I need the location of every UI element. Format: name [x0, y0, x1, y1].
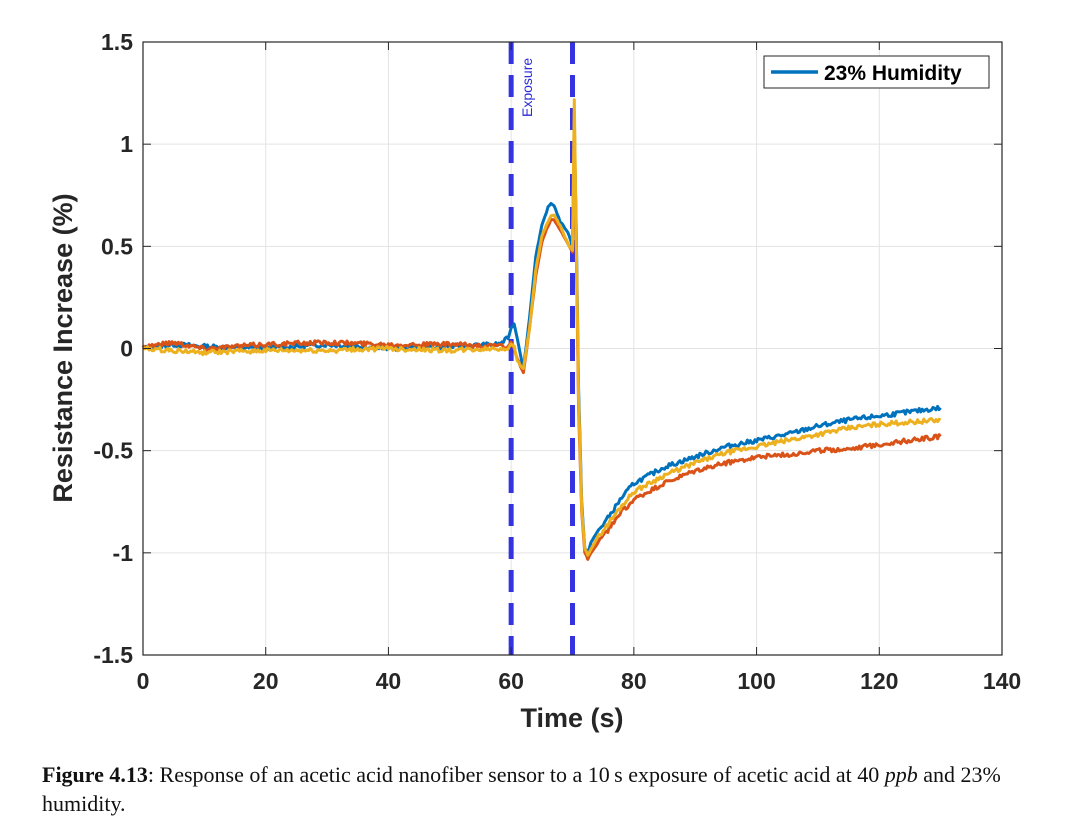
x-tick-label: 60: [498, 668, 524, 694]
series-layer: [141, 98, 942, 561]
y-axis-label: Resistance Increase (%): [48, 193, 78, 502]
x-axis-label: Time (s): [520, 703, 623, 733]
y-tick-label: 1: [120, 131, 133, 157]
caption-label: Figure 4.13: [42, 762, 148, 787]
x-tick-label: 20: [253, 668, 279, 694]
legend: 23% Humidity: [763, 55, 990, 89]
y-tick-label: -1: [113, 540, 134, 566]
legend-entry: 23% Humidity: [824, 62, 962, 85]
axis-ticks: 0 20 40 60 80 100 120 140 -1.5 -1 -0.5 0 0.5 1 1.5: [93, 29, 1021, 694]
x-tick-label: 100: [737, 668, 775, 694]
y-tick-label: 0: [120, 336, 133, 362]
caption-italic: ppb: [884, 762, 918, 787]
y-tick-label: 1.5: [101, 29, 133, 55]
x-tick-label: 140: [983, 668, 1021, 694]
x-tick-label: 0: [137, 668, 150, 694]
y-tick-label: -0.5: [93, 438, 133, 464]
x-tick-label: 80: [621, 668, 647, 694]
y-tick-label: 0.5: [101, 233, 133, 259]
x-tick-label: 120: [860, 668, 898, 694]
exposure-annotation: Exposure: [519, 58, 535, 117]
y-tick-label: -1.5: [93, 642, 133, 668]
figure-caption: Figure 4.13: Response of an acetic acid …: [42, 760, 1062, 818]
x-tick-label: 40: [376, 668, 402, 694]
series-line: [141, 98, 942, 557]
caption-text-end: and 23% humidity.: [42, 762, 1001, 816]
caption-text: : Response of an acetic acid nanofiber s…: [147, 762, 885, 787]
chart: 0 20 40 60 80 100 120 140 -1.5 -1 -0.5 0 0.5 1 1.5 Tim…: [48, 29, 1021, 733]
